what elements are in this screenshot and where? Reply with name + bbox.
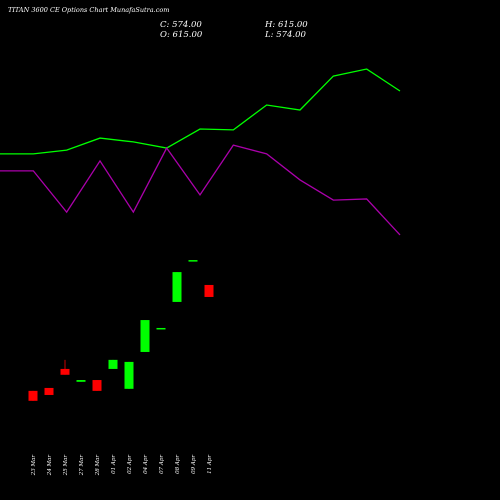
candle-body bbox=[140, 320, 150, 352]
candle-body bbox=[28, 390, 38, 401]
x-tick-label: 01 Apr bbox=[111, 455, 117, 474]
x-tick-label: 24 Mar bbox=[47, 455, 53, 477]
info-high: H: 615.00 bbox=[264, 20, 308, 30]
candle-body bbox=[124, 361, 134, 389]
info-low: L: 574.00 bbox=[264, 30, 307, 40]
candle-body bbox=[108, 359, 118, 369]
indicator-line bbox=[0, 68, 401, 155]
info-open: O: 615.00 bbox=[160, 30, 203, 40]
candle-body bbox=[44, 387, 54, 395]
x-tick-label: 28 Mar bbox=[95, 455, 101, 477]
candle-body bbox=[60, 368, 70, 375]
candle-body bbox=[172, 272, 182, 302]
indicator-line bbox=[0, 144, 401, 236]
x-tick-label: 27 Mar bbox=[79, 455, 85, 477]
x-tick-label: 09 Apr bbox=[191, 455, 197, 474]
info-close: C: 574.00 bbox=[160, 20, 202, 30]
x-tick-label: 11 Apr bbox=[207, 455, 213, 474]
x-tick-label: 23 Mar bbox=[31, 455, 37, 477]
candle-body bbox=[204, 284, 214, 297]
candle-body bbox=[188, 260, 198, 262]
x-tick-label: 08 Apr bbox=[175, 455, 181, 474]
x-tick-label: 02 Apr bbox=[127, 455, 133, 474]
candle-body bbox=[156, 327, 166, 330]
x-tick-label: 04 Apr bbox=[143, 455, 149, 474]
candle-body bbox=[92, 380, 102, 391]
x-tick-label: 07 Apr bbox=[159, 455, 165, 474]
chart-title: TITAN 3600 CE Options Chart MunafaSutra.… bbox=[8, 6, 169, 14]
candle-body bbox=[76, 380, 86, 382]
x-tick-label: 25 Mar bbox=[63, 455, 69, 477]
